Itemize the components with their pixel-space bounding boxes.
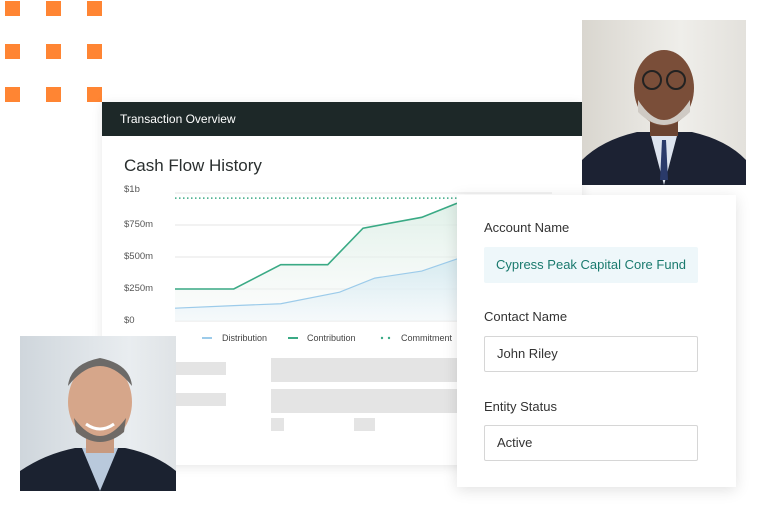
skeleton-label <box>176 362 226 375</box>
orange-square <box>46 44 61 59</box>
portrait-photo-top <box>582 20 746 185</box>
entity-status-label: Entity Status <box>484 399 557 414</box>
orange-square <box>87 1 102 16</box>
legend-label-commitment: Commitment <box>401 333 453 343</box>
skeleton-chip <box>354 418 375 431</box>
legend-swatch-commitment <box>387 336 391 340</box>
orange-square <box>46 87 61 102</box>
skeleton-bar <box>271 358 461 382</box>
person-silhouette-icon <box>582 50 746 185</box>
account-name-label: Account Name <box>484 220 570 235</box>
contact-name-label: Contact Name <box>484 309 568 324</box>
y-tick-label: $250m <box>124 283 153 294</box>
y-tick-label: $0 <box>124 315 135 326</box>
orange-square <box>5 44 20 59</box>
orange-square <box>5 87 20 102</box>
contribution-area <box>175 203 457 321</box>
portrait-photo-bottom <box>20 336 176 491</box>
entity-status-input[interactable]: Active <box>484 425 698 461</box>
account-details-panel: Account Name Cypress Peak Capital Core F… <box>457 195 736 487</box>
chart-title: Cash Flow History <box>124 156 262 175</box>
orange-square <box>87 44 102 59</box>
legend-label-contribution: Contribution <box>307 333 356 343</box>
legend-label-distribution: Distribution <box>222 333 267 343</box>
skeleton-bar <box>271 389 461 413</box>
y-tick-label: $500m <box>124 251 153 262</box>
person-silhouette-icon <box>20 358 176 491</box>
y-tick-label: $750m <box>124 219 153 230</box>
card-header: Transaction Overview <box>102 102 582 136</box>
orange-square <box>5 1 20 16</box>
orange-square <box>87 87 102 102</box>
orange-square <box>46 1 61 16</box>
contact-name-input[interactable]: John Riley <box>484 336 698 372</box>
skeleton-label <box>176 393 226 406</box>
y-tick-label: $1b <box>124 184 140 195</box>
skeleton-chip <box>271 418 284 431</box>
legend-swatch-commitment <box>380 336 384 340</box>
account-name-value: Cypress Peak Capital Core Fund <box>484 247 698 283</box>
